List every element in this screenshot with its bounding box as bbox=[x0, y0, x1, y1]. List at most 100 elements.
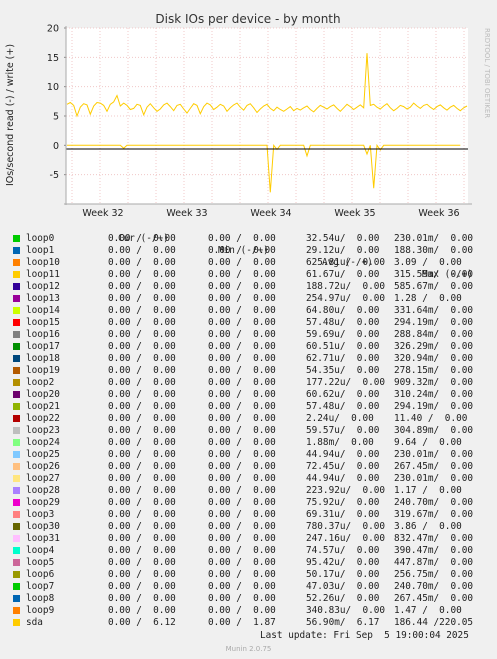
legend-row: loop10 0.00 / 0.00 0.00 / 0.00 625.81u/ 0.0… bbox=[0, 257, 497, 269]
legend-max: 230.01m/ 0.00 bbox=[394, 473, 474, 484]
legend-min: 0.00 / 0.00 bbox=[208, 557, 276, 568]
legend-max: 585.67m/ 0.00 bbox=[394, 281, 474, 292]
legend-min: 0.00 / 0.00 bbox=[208, 281, 276, 292]
y-axis-label: IOs/second read (-) / write (+) bbox=[5, 44, 16, 186]
legend-avg: 29.12u/ 0.00 bbox=[306, 245, 380, 256]
legend-min: 0.00 / 0.00 bbox=[208, 305, 276, 316]
legend-avg: 57.48u/ 0.00 bbox=[306, 401, 380, 412]
legend-name: loop19 bbox=[26, 365, 60, 376]
legend-max: 320.94m/ 0.00 bbox=[394, 353, 474, 364]
x-tick-label: Week 34 bbox=[250, 208, 291, 219]
legend-row: loop7 0.00 / 0.00 0.00 / 0.00 47.03u/ 0.00 2… bbox=[0, 581, 497, 593]
legend-avg: 95.42u/ 0.00 bbox=[306, 557, 380, 568]
legend-swatch bbox=[13, 583, 20, 590]
legend-swatch bbox=[13, 511, 20, 518]
legend-max: 267.45m/ 0.00 bbox=[394, 461, 474, 472]
legend-avg: 75.92u/ 0.00 bbox=[306, 497, 380, 508]
legend-max: 294.19m/ 0.00 bbox=[394, 401, 474, 412]
legend-swatch bbox=[13, 463, 20, 470]
legend-row: loop17 0.00 / 0.00 0.00 / 0.00 60.51u/ 0.00… bbox=[0, 341, 497, 353]
legend-avg: 32.54u/ 0.00 bbox=[306, 233, 380, 244]
legend-swatch bbox=[13, 571, 20, 578]
legend-max: 230.01m/ 0.00 bbox=[394, 233, 474, 244]
legend-cur: 0.00 / 0.00 bbox=[108, 257, 176, 268]
legend-max: 240.70m/ 0.00 bbox=[394, 497, 474, 508]
legend-max: 278.15m/ 0.00 bbox=[394, 365, 474, 376]
legend-name: loop13 bbox=[26, 293, 60, 304]
legend-avg: 625.81u/ 0.00 bbox=[306, 257, 386, 268]
legend-min: 0.00 / 0.00 bbox=[208, 581, 276, 592]
legend-row: loop19 0.00 / 0.00 0.00 / 0.00 54.35u/ 0.00… bbox=[0, 365, 497, 377]
legend-row: loop15 0.00 / 0.00 0.00 / 0.00 57.48u/ 0.00… bbox=[0, 317, 497, 329]
series-layer bbox=[66, 53, 468, 193]
legend-cur: 0.00 / 0.00 bbox=[108, 317, 176, 328]
legend-cur: 0.00 / 0.00 bbox=[108, 461, 176, 472]
legend-cur: 0.00 / 0.00 bbox=[108, 449, 176, 460]
legend-max: 331.64m/ 0.00 bbox=[394, 305, 474, 316]
series-line-read bbox=[67, 143, 461, 193]
x-tick-label: Week 33 bbox=[166, 208, 207, 219]
legend-avg: 54.35u/ 0.00 bbox=[306, 365, 380, 376]
legend-swatch bbox=[13, 331, 20, 338]
legend-avg: 61.67u/ 0.00 bbox=[306, 269, 380, 280]
legend-min: 0.00 / 0.00 bbox=[208, 293, 276, 304]
legend-avg: 62.71u/ 0.00 bbox=[306, 353, 380, 364]
legend-row: loop1 0.00 / 0.00 0.00 / 0.00 29.12u/ 0.00 1… bbox=[0, 245, 497, 257]
legend-swatch bbox=[13, 535, 20, 542]
legend-swatch bbox=[13, 247, 20, 254]
legend-name: loop24 bbox=[26, 437, 60, 448]
legend-name: loop2 bbox=[26, 377, 55, 388]
x-tick-label: Week 36 bbox=[418, 208, 459, 219]
y-tick-label: 15 bbox=[47, 53, 59, 64]
legend-max: 326.29m/ 0.00 bbox=[394, 341, 474, 352]
legend-swatch bbox=[13, 319, 20, 326]
legend-row: loop0 0.00 / 0.00 0.00 / 0.00 32.54u/ 0.00 2… bbox=[0, 233, 497, 245]
legend-min: 0.00 / 1.87 bbox=[208, 617, 276, 628]
legend-cur: 0.00 / 0.00 bbox=[108, 557, 176, 568]
legend-name: loop8 bbox=[26, 593, 55, 604]
legend-max: 230.01m/ 0.00 bbox=[394, 449, 474, 460]
legend-name: loop12 bbox=[26, 281, 60, 292]
legend-cur: 0.00 / 0.00 bbox=[108, 569, 176, 580]
grid bbox=[66, 27, 468, 204]
y-tick-label: -5 bbox=[50, 170, 59, 181]
legend-header-min: Min (-/+) bbox=[218, 245, 269, 256]
legend-swatch bbox=[13, 439, 20, 446]
legend-cur: 0.00 / 0.00 bbox=[108, 305, 176, 316]
legend-row: loop30 0.00 / 0.00 0.00 / 0.00 780.37u/ 0.0… bbox=[0, 521, 497, 533]
legend-max: 240.70m/ 0.00 bbox=[394, 581, 474, 592]
y-tick-label: 0 bbox=[53, 141, 59, 152]
legend-cur: 0.00 / 0.00 bbox=[108, 401, 176, 412]
last-update: Last update: Fri Sep 5 19:00:04 2025 bbox=[260, 630, 469, 641]
x-tick-label: Week 32 bbox=[82, 208, 123, 219]
legend-swatch bbox=[13, 355, 20, 362]
legend-min: 0.00 / 0.00 bbox=[208, 413, 276, 424]
legend-min: 0.00 / 0.00 bbox=[208, 317, 276, 328]
legend-swatch bbox=[13, 403, 20, 410]
legend-name: loop11 bbox=[26, 269, 60, 280]
legend-row: loop23 0.00 / 0.00 0.00 / 0.00 59.57u/ 0.00… bbox=[0, 425, 497, 437]
legend-row: loop16 0.00 / 0.00 0.00 / 0.00 59.69u/ 0.00… bbox=[0, 329, 497, 341]
legend-row: sda 0.00 / 6.12 0.00 / 1.87 56.90m/ 6.17 186… bbox=[0, 617, 497, 629]
legend-min: 0.00 / 0.00 bbox=[208, 533, 276, 544]
legend-avg: 1.88m/ 0.00 bbox=[306, 437, 374, 448]
legend-cur: 0.00 / 0.00 bbox=[108, 425, 176, 436]
legend-name: loop6 bbox=[26, 569, 55, 580]
legend-swatch bbox=[13, 283, 20, 290]
legend-swatch bbox=[13, 343, 20, 350]
legend: Cur (-/+) Min (-/+) Avg (-/+) Max (-/+) … bbox=[0, 221, 497, 629]
legend-row: loop28 0.00 / 0.00 0.00 / 0.00 223.92u/ 0.0… bbox=[0, 485, 497, 497]
legend-row: loop6 0.00 / 0.00 0.00 / 0.00 50.17u/ 0.00 2… bbox=[0, 569, 497, 581]
legend-name: loop29 bbox=[26, 497, 60, 508]
legend-name: loop10 bbox=[26, 257, 60, 268]
legend-swatch bbox=[13, 559, 20, 566]
legend-swatch bbox=[13, 235, 20, 242]
legend-name: loop14 bbox=[26, 305, 60, 316]
legend-avg: 50.17u/ 0.00 bbox=[306, 569, 380, 580]
y-tick-label: 10 bbox=[47, 82, 59, 93]
legend-row: loop2 0.00 / 0.00 0.00 / 0.00 177.22u/ 0.00… bbox=[0, 377, 497, 389]
legend-name: loop21 bbox=[26, 401, 60, 412]
legend-min: 0.00 / 0.00 bbox=[208, 605, 276, 616]
legend-avg: 72.45u/ 0.00 bbox=[306, 461, 380, 472]
legend-cur: 0.00 / 0.00 bbox=[108, 281, 176, 292]
